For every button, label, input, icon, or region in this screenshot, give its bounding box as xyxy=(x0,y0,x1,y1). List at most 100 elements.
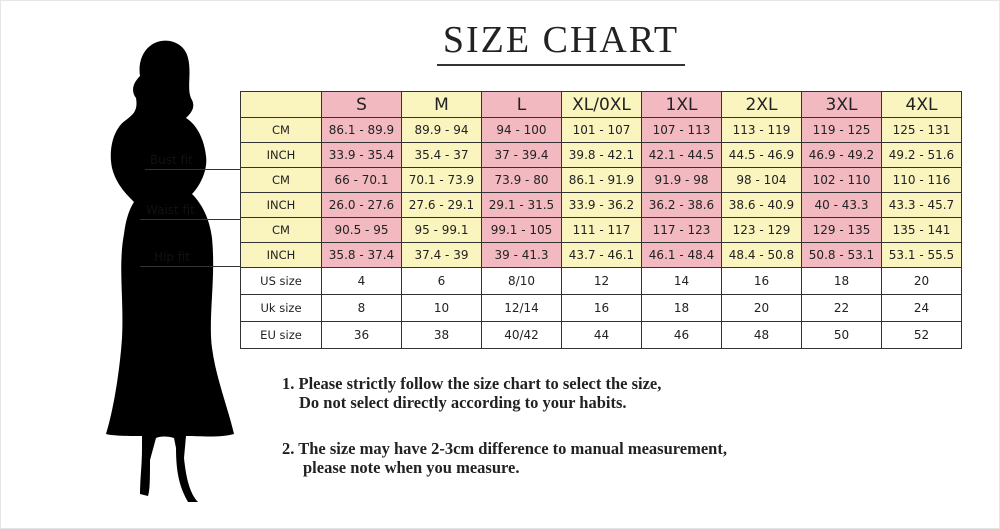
table-cell: 38 xyxy=(401,321,482,349)
table-cell: 46 xyxy=(641,321,722,349)
table-cell: 33.9 - 36.2 xyxy=(561,192,642,218)
bust-fit-line xyxy=(145,169,240,170)
table-cell: 102 - 110 xyxy=(801,167,882,193)
table-cell: 14 xyxy=(641,267,722,295)
note-1-line-2: Do not select directly according to your… xyxy=(299,393,627,412)
size-header: 2XL xyxy=(721,91,802,118)
table-cell: 33.9 - 35.4 xyxy=(321,142,402,168)
table-cell: 37.4 - 39 xyxy=(401,242,482,268)
table-cell: 86.1 - 89.9 xyxy=(321,117,402,143)
table-cell: 52 xyxy=(881,321,962,349)
table-cell: 119 - 125 xyxy=(801,117,882,143)
waist-fit-line xyxy=(140,219,240,220)
table-cell: 101 - 107 xyxy=(561,117,642,143)
size-header: 1XL xyxy=(641,91,722,118)
table-cell: 50 xyxy=(801,321,882,349)
table-cell: 107 - 113 xyxy=(641,117,722,143)
table-cell: 35.4 - 37 xyxy=(401,142,482,168)
table-cell: 111 - 117 xyxy=(561,217,642,243)
table-cell: 43.3 - 45.7 xyxy=(881,192,962,218)
table-cell: 16 xyxy=(721,267,802,295)
woman-silhouette xyxy=(106,40,234,503)
table-row: CM 90.5 - 95 95 - 99.1 99.1 - 105 111 - 117 1… xyxy=(240,217,962,243)
table-row: CM 86.1 - 89.9 89.9 - 94 94 - 100 101 - 107 1… xyxy=(240,117,962,143)
table-cell: 49.2 - 51.6 xyxy=(881,142,962,168)
note-2-line-1: 2. The size may have 2-3cm difference to… xyxy=(282,439,727,458)
table-cell: 123 - 129 xyxy=(721,217,802,243)
table-cell: 35.8 - 37.4 xyxy=(321,242,402,268)
table-cell: 40 - 43.3 xyxy=(801,192,882,218)
table-cell: 20 xyxy=(721,294,802,322)
table-cell: 10 xyxy=(401,294,482,322)
table-cell: 12/14 xyxy=(481,294,562,322)
table-row: US size 4 6 8/10 12 14 16 18 20 xyxy=(240,267,962,295)
bust-fit-label: Bust fit xyxy=(150,153,193,167)
table-cell: 135 - 141 xyxy=(881,217,962,243)
table-cell: 125 - 131 xyxy=(881,117,962,143)
table-cell: 6 xyxy=(401,267,482,295)
size-header: XL/0XL xyxy=(561,91,642,118)
table-cell: 113 - 119 xyxy=(721,117,802,143)
table-cell: 29.1 - 31.5 xyxy=(481,192,562,218)
table-cell: 22 xyxy=(801,294,882,322)
table-row: CM 66 - 70.1 70.1 - 73.9 73.9 - 80 86.1 - 91… xyxy=(240,167,962,193)
table-row: Uk size 8 10 12/14 16 18 20 22 24 xyxy=(240,294,962,322)
row-label: Uk size xyxy=(240,294,322,322)
table-cell: 44.5 - 46.9 xyxy=(721,142,802,168)
size-header: 4XL xyxy=(881,91,962,118)
size-table: S M L XL/0XL 1XL 2XL 3XL 4XL CM 86.1 - 89.9 89.9 -… xyxy=(240,91,962,349)
table-cell: 48.4 - 50.8 xyxy=(721,242,802,268)
table-cell: 86.1 - 91.9 xyxy=(561,167,642,193)
row-label: INCH xyxy=(240,242,322,268)
table-cell: 95 - 99.1 xyxy=(401,217,482,243)
size-header: S xyxy=(321,91,402,118)
table-cell: 99.1 - 105 xyxy=(481,217,562,243)
note-1-line-1: 1. Please strictly follow the size chart… xyxy=(282,374,662,393)
table-cell: 38.6 - 40.9 xyxy=(721,192,802,218)
table-cell: 94 - 100 xyxy=(481,117,562,143)
size-header: L xyxy=(481,91,562,118)
table-cell: 26.0 - 27.6 xyxy=(321,192,402,218)
table-cell: 27.6 - 29.1 xyxy=(401,192,482,218)
table-cell: 53.1 - 55.5 xyxy=(881,242,962,268)
table-row: INCH 26.0 - 27.6 27.6 - 29.1 29.1 - 31.5 33.… xyxy=(240,192,962,218)
table-cell: 46.1 - 48.4 xyxy=(641,242,722,268)
corner-cell xyxy=(240,91,322,118)
table-cell: 129 - 135 xyxy=(801,217,882,243)
note-1: 1. Please strictly follow the size chart… xyxy=(282,374,661,412)
row-label: INCH xyxy=(240,192,322,218)
waist-fit-label: Waist fit xyxy=(146,203,195,217)
table-cell: 18 xyxy=(801,267,882,295)
table-cell: 24 xyxy=(881,294,962,322)
table-cell: 36 xyxy=(321,321,402,349)
table-cell: 39 - 41.3 xyxy=(481,242,562,268)
table-cell: 8 xyxy=(321,294,402,322)
note-2-line-2: please note when you measure. xyxy=(303,458,520,477)
hip-fit-line xyxy=(140,266,240,267)
table-cell: 36.2 - 38.6 xyxy=(641,192,722,218)
table-cell: 70.1 - 73.9 xyxy=(401,167,482,193)
table-cell: 89.9 - 94 xyxy=(401,117,482,143)
title-underline xyxy=(437,64,685,66)
table-cell: 91.9 - 98 xyxy=(641,167,722,193)
table-cell: 37 - 39.4 xyxy=(481,142,562,168)
table-cell: 8/10 xyxy=(481,267,562,295)
row-label: CM xyxy=(240,117,322,143)
table-cell: 39.8 - 42.1 xyxy=(561,142,642,168)
table-cell: 66 - 70.1 xyxy=(321,167,402,193)
table-cell: 43.7 - 46.1 xyxy=(561,242,642,268)
table-cell: 73.9 - 80 xyxy=(481,167,562,193)
table-cell: 44 xyxy=(561,321,642,349)
table-cell: 90.5 - 95 xyxy=(321,217,402,243)
row-label: CM xyxy=(240,167,322,193)
table-cell: 42.1 - 44.5 xyxy=(641,142,722,168)
row-label: EU size xyxy=(240,321,322,349)
header-row: S M L XL/0XL 1XL 2XL 3XL 4XL xyxy=(240,91,962,118)
table-row: INCH 33.9 - 35.4 35.4 - 37 37 - 39.4 39.8 - … xyxy=(240,142,962,168)
row-label: US size xyxy=(240,267,322,295)
table-cell: 98 - 104 xyxy=(721,167,802,193)
page-title: SIZE CHART xyxy=(442,19,680,61)
table-cell: 46.9 - 49.2 xyxy=(801,142,882,168)
note-2: 2. The size may have 2-3cm difference to… xyxy=(282,439,727,477)
table-cell: 40/42 xyxy=(481,321,562,349)
